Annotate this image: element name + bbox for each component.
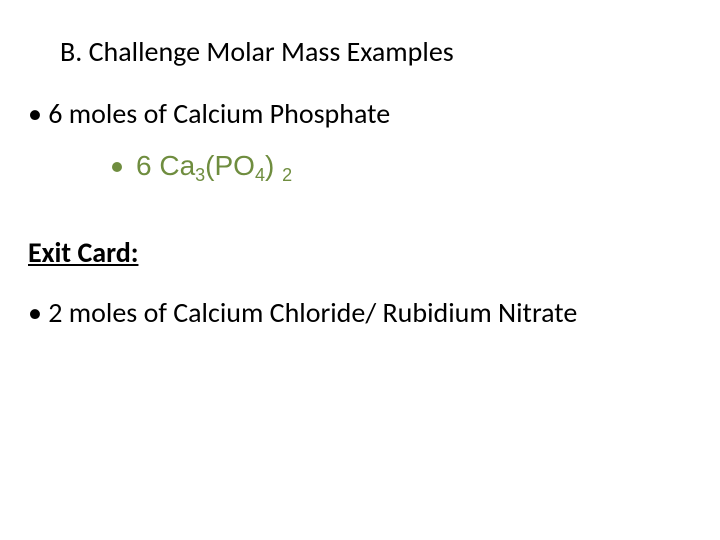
bullet-dot-icon [112,162,122,172]
formula-sub2: 4 [255,165,265,185]
bullet-calcium-phosphate: 6 moles of Calcium Phosphate [28,96,390,131]
chemical-formula: 6 Ca3(PO4) 2 [136,152,292,180]
formula-row: 6 Ca3(PO4) 2 [112,152,292,180]
formula-coeff: 6 [136,150,152,181]
formula-close: ) [265,150,274,181]
exit-card-heading: Exit Card: [28,235,138,270]
formula-open: (PO [205,150,255,181]
slide-title: B. Challenge Molar Mass Examples [60,34,454,69]
formula-sub3: 2 [282,165,292,185]
formula-elem1: Ca [159,150,195,181]
formula-sub1: 3 [195,165,205,185]
bullet-calcium-chloride: 2 moles of Calcium Chloride/ Rubidium Ni… [28,295,577,330]
